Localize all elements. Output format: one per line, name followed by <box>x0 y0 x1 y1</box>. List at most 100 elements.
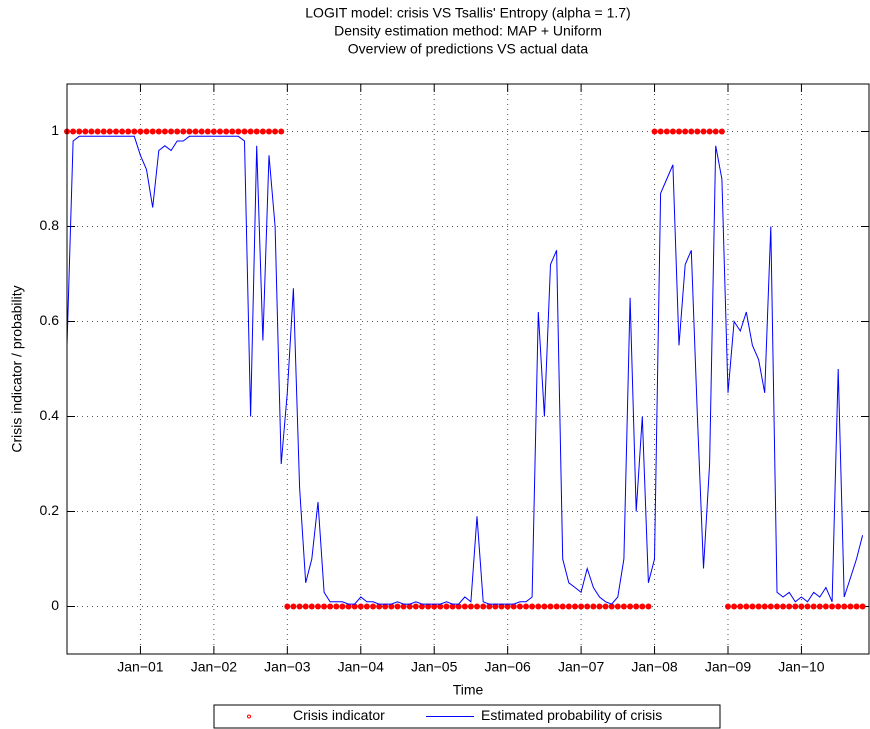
x-tick-label: Jan−06 <box>484 659 531 675</box>
chart-subtitle: Overview of predictions VS actual data <box>348 41 589 57</box>
crisis-dot <box>798 603 805 610</box>
crisis-dot <box>210 128 217 135</box>
crisis-dot <box>676 128 683 135</box>
crisis-dot <box>780 603 787 610</box>
crisis-dot <box>578 603 585 610</box>
y-tick-label: 0.4 <box>40 407 60 423</box>
crisis-dot <box>443 603 450 610</box>
crisis-dot <box>712 128 719 135</box>
crisis-dot <box>804 603 811 610</box>
crisis-dot <box>657 128 664 135</box>
x-tick-label: Jan−07 <box>558 659 605 675</box>
y-axis-label: Crisis indicator / probability <box>9 285 25 452</box>
crisis-dot <box>186 128 193 135</box>
crisis-dot <box>859 603 866 610</box>
crisis-dot <box>198 128 205 135</box>
crisis-dot <box>406 603 413 610</box>
crisis-dot <box>627 603 634 610</box>
crisis-dot <box>400 603 407 610</box>
crisis-dot <box>112 128 119 135</box>
crisis-dot <box>700 128 707 135</box>
crisis-dot <box>149 128 156 135</box>
crisis-dot <box>235 128 242 135</box>
crisis-dot <box>314 603 321 610</box>
crisis-dot <box>822 603 829 610</box>
crisis-dot <box>259 128 266 135</box>
crisis-dot <box>437 603 444 610</box>
crisis-dot <box>755 603 762 610</box>
crisis-dot <box>663 128 670 135</box>
x-tick-label: Jan−08 <box>631 659 678 675</box>
legend-symbol <box>247 714 251 719</box>
crisis-dot <box>333 603 340 610</box>
crisis-dot <box>425 603 432 610</box>
crisis-dot <box>773 603 780 610</box>
crisis-dot <box>161 128 168 135</box>
crisis-dot <box>241 128 248 135</box>
x-tick-label: Jan−03 <box>264 659 311 675</box>
axes-box <box>66 83 870 655</box>
crisis-dot <box>565 603 572 610</box>
crisis-dot <box>449 603 456 610</box>
crisis-dot <box>461 603 468 610</box>
crisis-dot <box>547 603 554 610</box>
x-tick-label: Jan−01 <box>117 659 164 675</box>
crisis-dot <box>192 128 199 135</box>
crisis-dot <box>88 128 95 135</box>
y-tick-label: 0.2 <box>40 502 60 518</box>
crisis-dot <box>308 603 315 610</box>
crisis-dot <box>492 603 499 610</box>
crisis-dot <box>382 603 389 610</box>
crisis-dot <box>100 128 107 135</box>
y-tick-label: 0.6 <box>40 312 60 328</box>
crisis-dot <box>106 128 113 135</box>
crisis-dot <box>70 128 77 135</box>
crisis-dot <box>143 128 150 135</box>
crisis-dot <box>688 128 695 135</box>
crisis-dot <box>761 603 768 610</box>
crisis-dot <box>247 128 254 135</box>
crisis-dot <box>639 603 646 610</box>
crisis-dot <box>223 128 230 135</box>
crisis-dot <box>296 603 303 610</box>
crisis-dot <box>204 128 211 135</box>
crisis-dot <box>431 603 438 610</box>
y-tick-label: 0.8 <box>40 217 60 233</box>
x-axis-label: Time <box>453 682 484 698</box>
crisis-dot <box>376 603 383 610</box>
crisis-dot <box>327 603 334 610</box>
crisis-dot <box>596 603 603 610</box>
crisis-dot <box>119 128 126 135</box>
crisis-dot <box>694 128 701 135</box>
crisis-dot <box>480 603 487 610</box>
crisis-dot <box>835 603 842 610</box>
crisis-dot <box>682 128 689 135</box>
crisis-dot <box>737 603 744 610</box>
crisis-dot <box>125 128 132 135</box>
crisis-dot <box>529 603 536 610</box>
crisis-dot <box>155 128 162 135</box>
crisis-dot <box>608 603 615 610</box>
crisis-dot <box>559 603 566 610</box>
crisis-dot <box>724 603 731 610</box>
crisis-dot <box>229 128 236 135</box>
crisis-dot <box>253 128 260 135</box>
crisis-dot <box>278 128 285 135</box>
crisis-dot <box>816 603 823 610</box>
probability-line <box>66 135 864 605</box>
crisis-dot <box>82 128 89 135</box>
crisis-dot <box>345 603 352 610</box>
crisis-dot <box>602 603 609 610</box>
chart-title: LOGIT model: crisis VS Tsallis' Entropy … <box>305 5 630 21</box>
crisis-dot <box>786 603 793 610</box>
crisis-dot <box>474 603 481 610</box>
crisis-dot <box>498 603 505 610</box>
crisis-dot <box>584 603 591 610</box>
crisis-dot <box>265 128 272 135</box>
crisis-dot <box>523 603 530 610</box>
crisis-dot <box>847 603 854 610</box>
crisis-dot <box>216 128 223 135</box>
crisis-dot <box>357 603 364 610</box>
crisis-dot <box>94 128 101 135</box>
